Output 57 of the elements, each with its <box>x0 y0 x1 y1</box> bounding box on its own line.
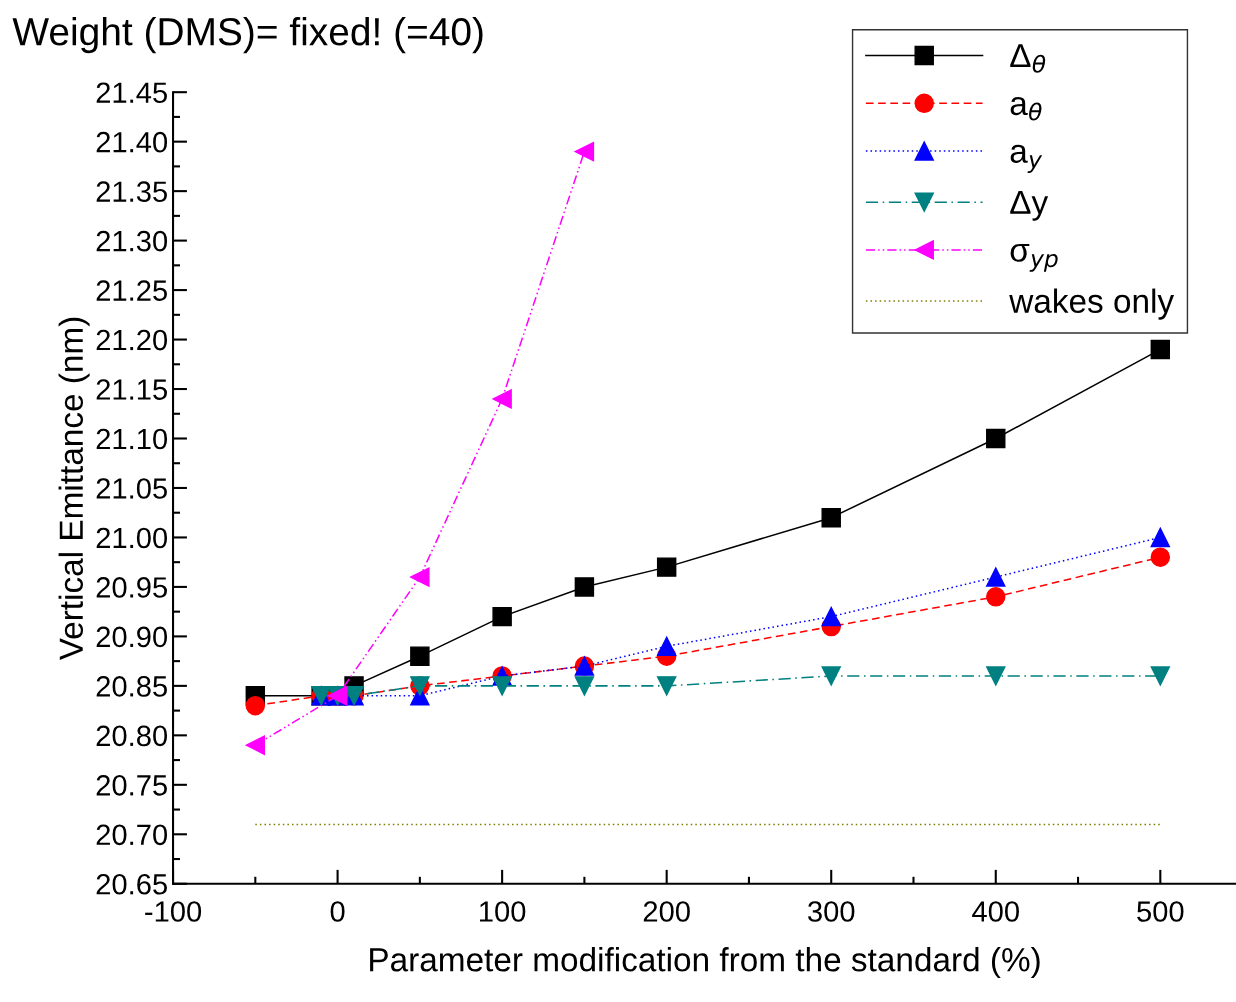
y-tick-label: 21.35 <box>96 181 167 202</box>
point <box>245 735 266 755</box>
point <box>986 428 1006 449</box>
point <box>821 507 841 528</box>
y-tick-label: 21.40 <box>96 131 168 153</box>
point <box>986 567 1006 587</box>
point <box>574 577 595 597</box>
point <box>1150 666 1171 686</box>
point <box>1150 547 1171 567</box>
x-tick-label: 200 <box>643 901 690 922</box>
point <box>1150 339 1171 360</box>
legend-label: σ$_{yp}$ <box>1010 243 1058 272</box>
point <box>986 666 1006 686</box>
y-tick-label: 21.00 <box>96 527 168 549</box>
legend-label: Δy <box>1010 190 1049 221</box>
y-tick-label: 20.85 <box>96 676 167 697</box>
y-tick-label: 21.30 <box>96 230 168 252</box>
y-tick-label: 20.90 <box>96 626 168 648</box>
point <box>821 606 841 627</box>
legend-label: wakes only <box>1009 288 1175 320</box>
y-tick-label: 21.20 <box>96 329 168 351</box>
y-tick-label: 21.25 <box>96 280 167 301</box>
point <box>245 695 266 716</box>
point <box>492 389 512 409</box>
point <box>410 567 430 587</box>
x-tick-label: 500 <box>1137 901 1184 922</box>
x-tick-label: 400 <box>972 901 1019 922</box>
y-tick-label: 21.45 <box>96 82 167 104</box>
y-axis-title: Vertical Emittance (nm) <box>58 317 90 661</box>
y-tick-label: 21.10 <box>96 428 168 450</box>
legend-label: Δ$_{θ}$ <box>1010 44 1046 73</box>
legend-label: a$_{θ}$ <box>1010 96 1042 121</box>
point <box>574 141 595 162</box>
y-tick-label: 20.70 <box>96 824 168 846</box>
point <box>656 557 677 577</box>
point <box>492 676 512 696</box>
y-tick-label: 20.80 <box>96 725 168 747</box>
point <box>656 636 677 657</box>
x-tick-label: 300 <box>808 901 855 922</box>
point <box>574 676 595 696</box>
y-tick-label: 20.75 <box>96 775 167 796</box>
y-tick-label: 21.15 <box>96 379 167 400</box>
point <box>821 666 841 686</box>
y-tick-label: 20.95 <box>96 577 167 598</box>
chart-title: Weight (DMS)= fixed! (=40) <box>12 16 483 54</box>
point <box>656 676 677 696</box>
y-tick-label: 21.05 <box>96 478 167 499</box>
point <box>1150 527 1171 548</box>
point <box>492 606 512 627</box>
point <box>986 587 1006 607</box>
x-tick-label: -100 <box>145 901 202 922</box>
x-tick-label: 100 <box>480 901 526 922</box>
legend-label: a$_{y}$ <box>1010 144 1043 173</box>
x-tick-label: 0 <box>330 901 345 922</box>
x-axis-title: Parameter modification from the standard (%) <box>370 947 1040 979</box>
y-tick-label: 20.65 <box>96 873 167 895</box>
point <box>410 646 430 666</box>
